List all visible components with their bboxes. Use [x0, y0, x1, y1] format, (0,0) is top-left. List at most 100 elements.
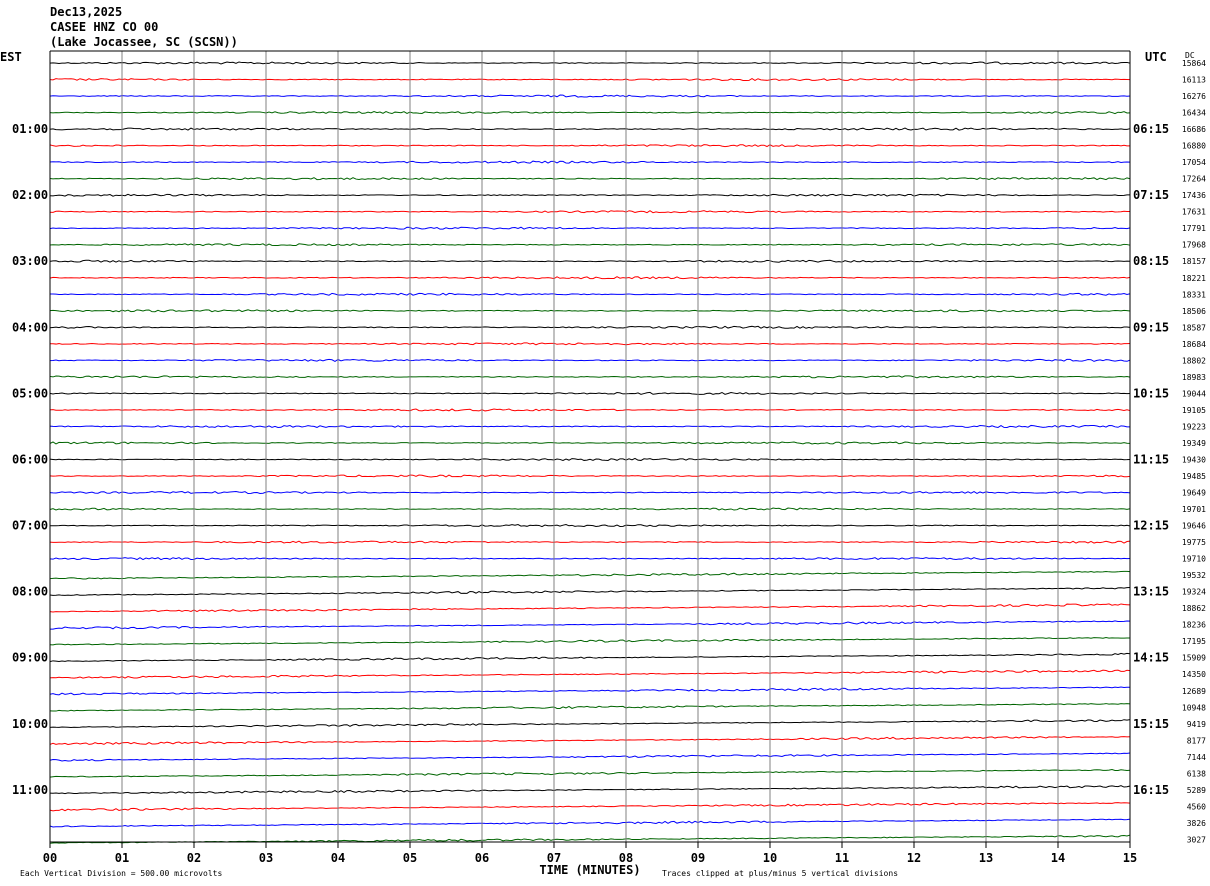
dc-value: 14350	[1182, 670, 1206, 679]
seismic-trace	[49, 243, 1131, 247]
dc-value: 19324	[1182, 588, 1206, 597]
seismic-trace	[49, 703, 1131, 712]
seismic-trace	[49, 193, 1131, 197]
seismic-trace	[49, 686, 1131, 696]
seismic-trace	[49, 474, 1131, 478]
dc-value: 9419	[1187, 720, 1206, 729]
x-axis-label: TIME (MINUTES)	[539, 863, 640, 877]
seismic-trace	[49, 507, 1131, 511]
left-hour-label: 01:00	[12, 122, 48, 136]
x-tick-label: 08	[619, 851, 633, 865]
seismic-trace	[49, 736, 1131, 745]
right-hour-label: 12:15	[1133, 519, 1169, 533]
right-hour-label: 14:15	[1133, 651, 1169, 665]
dc-value: 17791	[1182, 224, 1206, 233]
x-tick-label: 15	[1123, 851, 1137, 865]
seismic-trace	[49, 719, 1131, 728]
dc-value: 19649	[1182, 489, 1206, 498]
seismic-trace	[49, 408, 1131, 412]
x-tick-label: 06	[475, 851, 489, 865]
right-hour-label: 15:15	[1133, 717, 1169, 731]
seismic-trace	[49, 620, 1131, 630]
dc-value: 18506	[1182, 307, 1206, 316]
dc-value: 4560	[1187, 802, 1206, 811]
dc-value: 6138	[1187, 769, 1206, 778]
dc-value: 16276	[1182, 92, 1206, 101]
seismic-trace	[49, 358, 1131, 362]
seismic-trace	[49, 77, 1131, 82]
dc-value: 19349	[1182, 439, 1206, 448]
seismic-trace	[49, 523, 1131, 528]
seismic-trace	[49, 802, 1131, 812]
seismic-trace	[49, 94, 1131, 98]
seismic-trace	[49, 276, 1131, 280]
dc-value: 15864	[1182, 59, 1206, 68]
right-timezone-label: UTC	[1145, 50, 1167, 64]
chart-location: (Lake Jocassee, SC (SCSN))	[50, 35, 238, 49]
dc-value: 19701	[1182, 505, 1206, 514]
dc-value: 18221	[1182, 274, 1206, 283]
seismic-trace	[49, 540, 1131, 544]
x-tick-label: 00	[43, 851, 57, 865]
seismic-trace	[49, 752, 1131, 762]
dc-value: 18331	[1182, 290, 1206, 299]
left-hour-label: 03:00	[12, 254, 48, 268]
left-hour-label: 08:00	[12, 585, 48, 599]
seismic-trace	[49, 785, 1131, 795]
left-hour-label: 10:00	[12, 717, 48, 731]
x-tick-label: 10	[763, 851, 777, 865]
seismic-trace	[49, 144, 1131, 148]
x-tick-label: 11	[835, 851, 849, 865]
seismic-trace	[49, 603, 1131, 613]
right-hour-label: 06:15	[1133, 122, 1169, 136]
scale-note: Each Vertical Division = 500.00 microvol…	[20, 869, 222, 878]
dc-value: 19105	[1182, 406, 1206, 415]
dc-value: 19485	[1182, 472, 1206, 481]
left-timezone-label: EST	[0, 50, 22, 64]
dc-value: 18587	[1182, 323, 1206, 332]
seismic-trace	[49, 637, 1131, 646]
dc-value: 19044	[1182, 389, 1206, 398]
seismic-trace	[49, 309, 1131, 313]
x-tick-label: 12	[907, 851, 921, 865]
seismic-trace	[49, 375, 1131, 379]
x-tick-label: 07	[547, 851, 561, 865]
x-tick-label: 02	[187, 851, 201, 865]
clip-note: Traces clipped at plus/minus 5 vertical …	[662, 869, 898, 878]
seismic-trace	[49, 586, 1131, 596]
seismic-trace	[49, 457, 1131, 461]
seismic-trace	[49, 177, 1131, 181]
dc-header: DC	[1185, 51, 1195, 60]
dc-value: 17631	[1182, 208, 1206, 217]
seismic-trace	[49, 160, 1131, 164]
seismic-trace	[49, 441, 1131, 445]
dc-value: 17264	[1182, 175, 1206, 184]
dc-value: 19430	[1182, 455, 1206, 464]
seismic-trace	[49, 669, 1131, 679]
seismic-trace	[49, 490, 1131, 495]
dc-value: 3027	[1187, 835, 1206, 844]
dc-value: 18862	[1182, 604, 1206, 613]
seismic-trace	[49, 226, 1131, 230]
dc-value: 19646	[1182, 522, 1206, 531]
dc-value: 16880	[1182, 142, 1206, 151]
dc-value: 16113	[1182, 76, 1206, 85]
left-hour-label: 04:00	[12, 320, 48, 334]
seismic-trace	[49, 292, 1131, 296]
dc-value: 17968	[1182, 241, 1206, 250]
seismic-trace	[49, 342, 1131, 346]
right-hour-label: 08:15	[1133, 254, 1169, 268]
dc-value: 19710	[1182, 555, 1206, 564]
chart-date: Dec13,2025	[50, 5, 123, 19]
dc-value: 3826	[1187, 819, 1206, 828]
right-hour-label: 13:15	[1133, 585, 1169, 599]
seismic-trace	[49, 325, 1131, 329]
x-tick-label: 14	[1051, 851, 1065, 865]
dc-value: 5289	[1187, 786, 1206, 795]
dc-value: 19532	[1182, 571, 1206, 580]
x-tick-label: 13	[979, 851, 993, 865]
dc-value: 19775	[1182, 538, 1206, 547]
dc-value: 18684	[1182, 340, 1206, 349]
seismic-trace	[49, 557, 1131, 561]
left-hour-label: 07:00	[12, 519, 48, 533]
